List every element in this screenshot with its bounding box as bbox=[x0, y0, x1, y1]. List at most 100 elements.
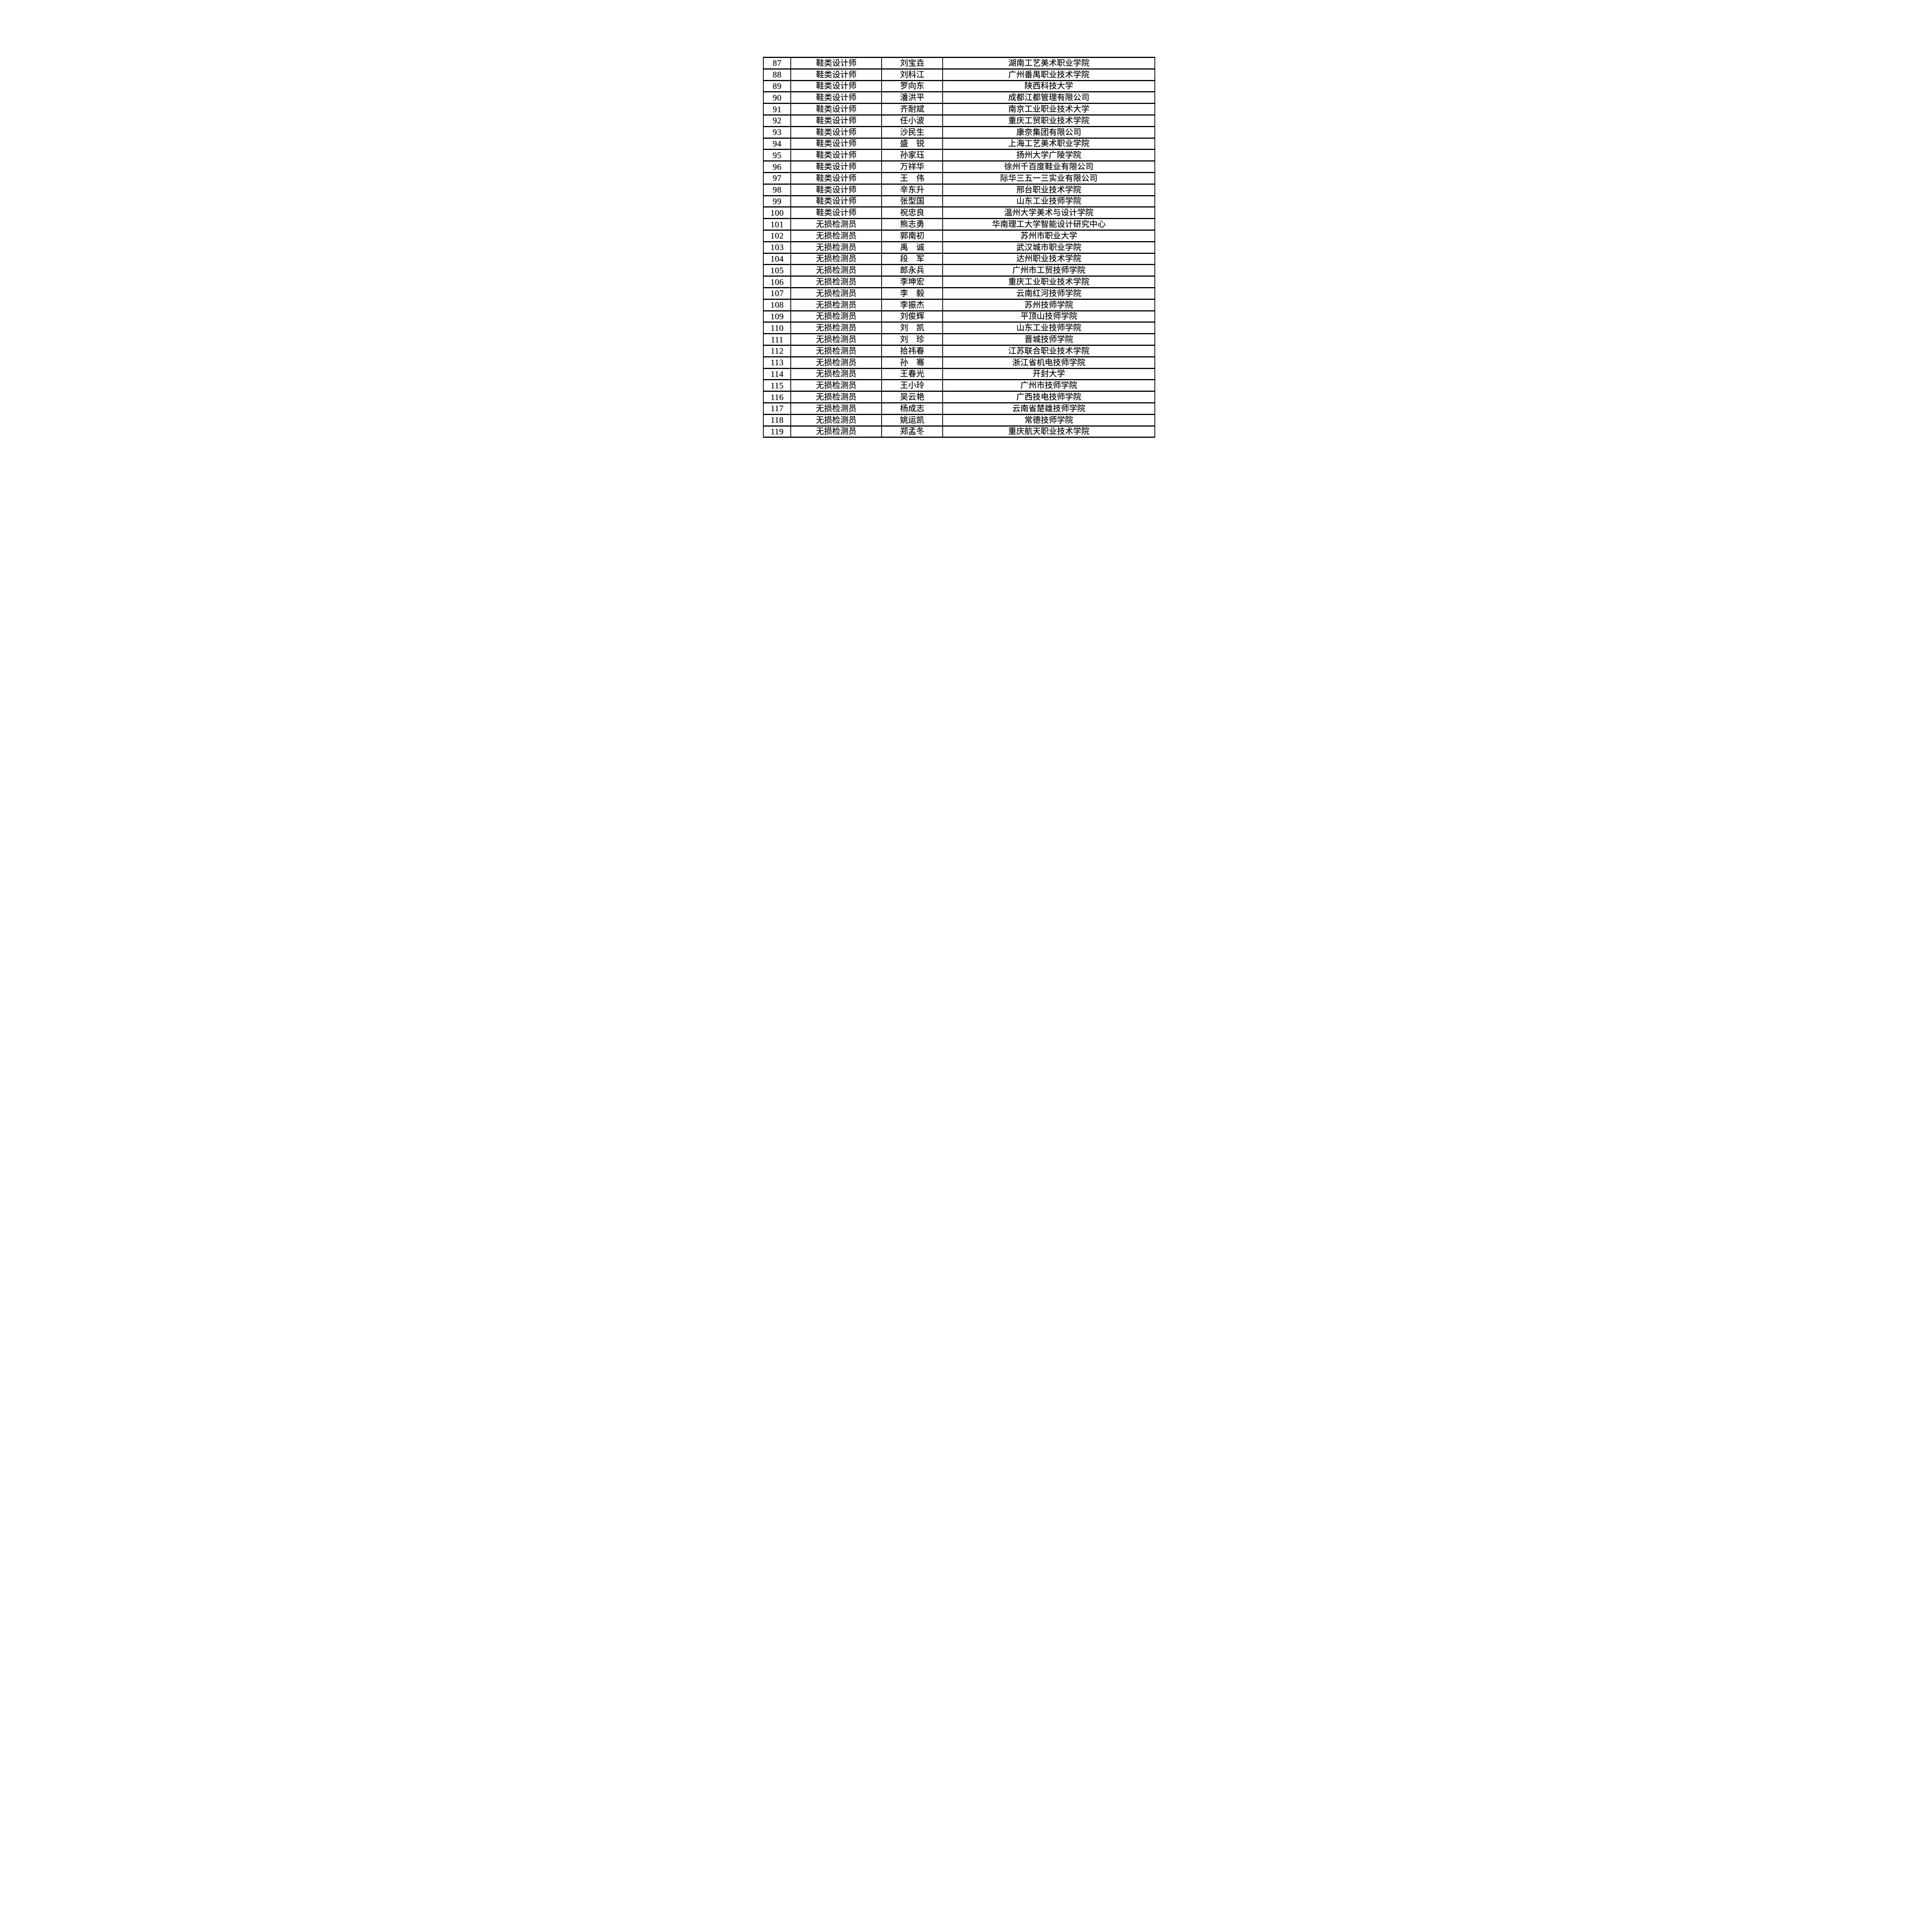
cell-no: 115 bbox=[763, 379, 791, 392]
cell-name: 刘宝垚 bbox=[881, 57, 943, 70]
cell-org: 上海工艺美术职业学院 bbox=[942, 137, 1155, 150]
cell-name: 潘洪平 bbox=[881, 91, 943, 104]
cell-name: 郎永兵 bbox=[881, 264, 943, 277]
cell-org: 邢台职业技术学院 bbox=[942, 183, 1155, 196]
cell-name: 万祥华 bbox=[881, 160, 943, 173]
cell-job: 鞋类设计师 bbox=[790, 57, 882, 70]
cell-name: 齐耐斌 bbox=[881, 103, 943, 116]
table-row: 89 鞋类设计师 罗向东 陕西科技大学 bbox=[763, 80, 1155, 93]
table-row: 98 鞋类设计师 辛东升 邢台职业技术学院 bbox=[763, 183, 1155, 196]
cell-job: 无损检测员 bbox=[790, 344, 882, 357]
table-row: 103 无损检测员 禹诚 武汉城市职业学院 bbox=[763, 241, 1155, 254]
cell-no: 110 bbox=[763, 321, 791, 335]
cell-job: 无损检测员 bbox=[790, 287, 882, 300]
table-row: 102 无损检测员 郭南初 苏州市职业大学 bbox=[763, 229, 1155, 242]
cell-job: 无损检测员 bbox=[790, 367, 882, 381]
cell-job: 无损检测员 bbox=[790, 356, 882, 369]
cell-org: 重庆航天职业技术学院 bbox=[942, 425, 1155, 438]
cell-job: 无损检测员 bbox=[790, 298, 882, 311]
table-row: 110 无损检测员 刘凯 山东工业技师学院 bbox=[763, 321, 1155, 335]
cell-no: 92 bbox=[763, 114, 791, 127]
cell-job: 鞋类设计师 bbox=[790, 137, 882, 150]
cell-job: 无损检测员 bbox=[790, 310, 882, 323]
cell-no: 112 bbox=[763, 344, 791, 357]
table-row: 112 无损检测员 拾祎春 江苏联合职业技术学院 bbox=[763, 344, 1155, 357]
cell-no: 100 bbox=[763, 206, 791, 219]
cell-name: 李振杰 bbox=[881, 298, 943, 311]
cell-name: 沙民生 bbox=[881, 126, 943, 139]
cell-job: 鞋类设计师 bbox=[790, 80, 882, 93]
cell-no: 88 bbox=[763, 68, 791, 81]
cell-org: 湖南工艺美术职业学院 bbox=[942, 57, 1155, 70]
cell-org: 武汉城市职业学院 bbox=[942, 241, 1155, 254]
table-row: 116 无损检测员 吴云艳 广西技电技师学院 bbox=[763, 391, 1155, 403]
table-row: 113 无损检测员 孙骞 浙江省机电技师学院 bbox=[763, 356, 1155, 369]
cell-job: 无损检测员 bbox=[790, 333, 882, 346]
cell-name: 辛东升 bbox=[881, 183, 943, 196]
cell-org: 广州番禺职业技术学院 bbox=[942, 68, 1155, 81]
cell-org: 华南理工大学智能设计研究中心 bbox=[942, 218, 1155, 231]
table-row: 119 无损检测员 郑孟冬 重庆航天职业技术学院 bbox=[763, 425, 1155, 438]
table-row: 87 鞋类设计师 刘宝垚 湖南工艺美术职业学院 bbox=[763, 57, 1155, 70]
cell-name: 杨成志 bbox=[881, 402, 943, 415]
table-row: 100 鞋类设计师 祝忠良 温州大学美术与设计学院 bbox=[763, 206, 1155, 219]
table-row: 104 无损检测员 段军 达州职业技术学院 bbox=[763, 252, 1155, 265]
cell-name: 段军 bbox=[881, 252, 943, 265]
cell-no: 101 bbox=[763, 218, 791, 231]
cell-no: 107 bbox=[763, 287, 791, 300]
cell-no: 94 bbox=[763, 137, 791, 150]
cell-no: 103 bbox=[763, 241, 791, 254]
table-row: 90 鞋类设计师 潘洪平 成都江都管理有限公司 bbox=[763, 91, 1155, 104]
cell-job: 鞋类设计师 bbox=[790, 103, 882, 116]
cell-job: 无损检测员 bbox=[790, 252, 882, 265]
cell-job: 无损检测员 bbox=[790, 321, 882, 335]
cell-org: 成都江都管理有限公司 bbox=[942, 91, 1155, 104]
table-row: 99 鞋类设计师 张型国 山东工业技师学院 bbox=[763, 195, 1155, 208]
cell-no: 118 bbox=[763, 413, 791, 427]
cell-name: 刘俊辉 bbox=[881, 310, 943, 323]
cell-job: 鞋类设计师 bbox=[790, 126, 882, 139]
cell-no: 91 bbox=[763, 103, 791, 116]
table-row: 118 无损检测员 姚运凯 常德技师学院 bbox=[763, 413, 1155, 427]
cell-job: 鞋类设计师 bbox=[790, 183, 882, 196]
cell-job: 无损检测员 bbox=[790, 241, 882, 254]
table-row: 96 鞋类设计师 万祥华 徐州千百度鞋业有限公司 bbox=[763, 160, 1155, 173]
cell-org: 扬州大学广陵学院 bbox=[942, 149, 1155, 162]
cell-no: 99 bbox=[763, 195, 791, 208]
cell-name: 祝忠良 bbox=[881, 206, 943, 219]
cell-name: 王小玲 bbox=[881, 379, 943, 392]
cell-job: 鞋类设计师 bbox=[790, 149, 882, 162]
cell-org: 平顶山技师学院 bbox=[942, 310, 1155, 323]
table-row: 106 无损检测员 李坤宏 重庆工业职业技术学院 bbox=[763, 276, 1155, 288]
table-row: 111 无损检测员 刘珍 晋城技师学院 bbox=[763, 333, 1155, 346]
document-page: 87 鞋类设计师 刘宝垚 湖南工艺美术职业学院 88 鞋类设计师 刘科江 广州番禺职业技术学院… bbox=[719, 0, 1198, 678]
cell-org: 达州职业技术学院 bbox=[942, 252, 1155, 265]
cell-job: 鞋类设计师 bbox=[790, 160, 882, 173]
cell-no: 93 bbox=[763, 126, 791, 139]
cell-no: 104 bbox=[763, 252, 791, 265]
cell-org: 苏州技师学院 bbox=[942, 298, 1155, 311]
cell-org: 云南省楚雄技师学院 bbox=[942, 402, 1155, 415]
cell-org: 广西技电技师学院 bbox=[942, 391, 1155, 403]
cell-name: 李坤宏 bbox=[881, 276, 943, 288]
roster-table-body: 87 鞋类设计师 刘宝垚 湖南工艺美术职业学院 88 鞋类设计师 刘科江 广州番禺职业技术学院… bbox=[763, 57, 1155, 438]
cell-name: 拾祎春 bbox=[881, 344, 943, 357]
cell-no: 87 bbox=[763, 57, 791, 70]
cell-no: 89 bbox=[763, 80, 791, 93]
cell-org: 苏州市职业大学 bbox=[942, 229, 1155, 242]
table-row: 109 无损检测员 刘俊辉 平顶山技师学院 bbox=[763, 310, 1155, 323]
cell-org: 徐州千百度鞋业有限公司 bbox=[942, 160, 1155, 173]
cell-name: 孙骞 bbox=[881, 356, 943, 369]
cell-name: 姚运凯 bbox=[881, 413, 943, 427]
table-row: 91 鞋类设计师 齐耐斌 南京工业职业技术大学 bbox=[763, 103, 1155, 116]
cell-job: 无损检测员 bbox=[790, 218, 882, 231]
cell-org: 晋城技师学院 bbox=[942, 333, 1155, 346]
cell-no: 102 bbox=[763, 229, 791, 242]
cell-org: 重庆工业职业技术学院 bbox=[942, 276, 1155, 288]
cell-job: 无损检测员 bbox=[790, 425, 882, 438]
cell-org: 陕西科技大学 bbox=[942, 80, 1155, 93]
cell-org: 康奈集团有限公司 bbox=[942, 126, 1155, 139]
cell-job: 无损检测员 bbox=[790, 229, 882, 242]
cell-job: 鞋类设计师 bbox=[790, 68, 882, 81]
cell-name: 郭南初 bbox=[881, 229, 943, 242]
